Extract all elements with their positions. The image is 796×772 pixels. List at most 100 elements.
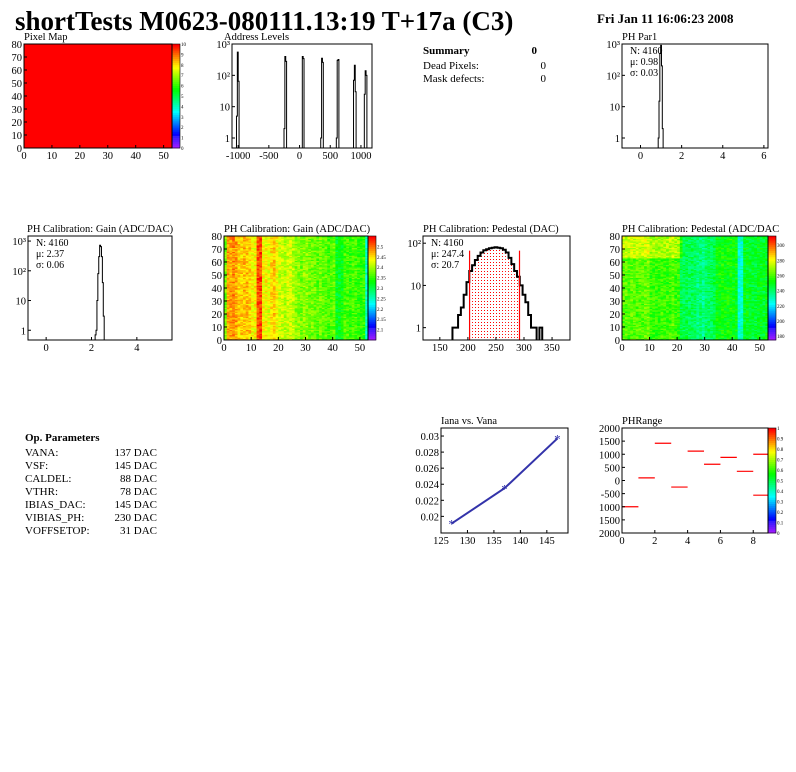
heatmap-cell [310,293,314,295]
heatmap-cell [365,255,369,258]
heatmap-cell [630,256,634,259]
heatmap-cell [335,273,339,276]
heatmap-cell [327,237,331,239]
heatmap-cell [229,254,233,256]
heatmap-cell [354,312,358,315]
heatmap-cell [302,302,306,304]
heatmap-cell [630,289,634,291]
heatmap-cell [340,269,344,272]
heatmap-cell [256,268,260,271]
heatmap-cell [335,321,339,324]
heatmap-cell [240,289,244,291]
heatmap-cell [329,327,333,329]
x-tick-label: 10 [47,151,58,162]
heatmap-cell [357,315,361,317]
heatmap-cell [627,334,631,337]
heatmap-cell [630,334,634,337]
heatmap-cell [308,241,312,243]
heatmap-cell [267,304,271,307]
heatmap-cell [313,277,317,280]
heatmap-cell [332,321,336,324]
heatmap-cell [297,336,301,338]
heatmap-cell [316,291,320,294]
heatmap-cell [289,289,293,291]
heatmap-cell [224,258,228,260]
heatmap-cell [289,294,293,297]
heatmap-cell [286,238,290,241]
heatmap-cell [359,303,363,306]
heatmap-cell [633,291,637,294]
heatmap-cell [362,242,366,245]
x-tick-label: 200 [460,343,476,354]
heatmap-cell [332,312,336,315]
color-scale-step [368,329,376,333]
heatmap-cell [262,319,266,321]
heatmap-cell [319,332,323,334]
heatmap-cell [319,243,323,246]
heatmap-cell [357,262,361,264]
heatmap-cell [313,330,317,333]
heatmap-cell [348,272,352,274]
heatmap-cell [264,241,268,243]
heatmap-cell [234,262,238,264]
heatmap-cell [232,238,236,241]
heatmap-cell [627,297,631,299]
heatmap-cell [267,332,271,334]
heatmap-cell [332,249,336,251]
heatmap-cell [627,239,631,242]
heatmap-cell [308,285,312,287]
heatmap-cell [291,268,295,271]
heatmap-cell [319,282,323,285]
heatmap-cell [624,312,628,315]
heatmap-cell [329,333,333,336]
heatmap-cell [305,275,309,277]
heatmap-cell [327,306,331,308]
heatmap-cell [324,308,328,311]
heatmap-cell [321,311,325,313]
heatmap-cell [365,306,369,308]
heatmap-cell [226,281,230,284]
color-scale-step [368,236,376,239]
heatmap-cell [343,267,347,269]
heatmap-cell [359,268,363,271]
heatmap-cell [283,269,287,272]
heatmap-cell [365,239,369,242]
heatmap-cell [291,325,295,328]
heatmap-cell [622,310,626,312]
heatmap-cell [302,260,306,263]
heatmap-cell [259,294,263,297]
heatmap-cell [627,307,631,310]
heatmap-cell [270,252,274,255]
heatmap-cell [262,243,266,246]
heatmap-cell [264,308,268,311]
heatmap-cell [351,284,355,286]
heatmap-cell [256,293,260,295]
heatmap-cell [281,246,285,248]
heatmap-cell [633,332,637,334]
heatmap-cell [300,276,304,278]
heatmap-cell [622,334,626,337]
heatmap-cell [365,337,369,339]
heatmap-cell [294,289,298,291]
heatmap-cell [627,293,631,295]
heatmap-cell [351,298,355,300]
heatmap-cell [319,312,323,315]
heatmap-cell [359,280,363,282]
heatmap-cell [289,324,293,326]
heatmap-cell [259,285,263,287]
heatmap-cell [226,289,230,291]
heatmap-cell [365,325,369,328]
heatmap-cell [267,269,271,272]
heatmap-cell [346,281,350,284]
heatmap-cell [251,337,255,339]
heatmap-cell [335,308,339,311]
heatmap-cell [365,295,369,298]
heatmap-cell [267,254,271,256]
heatmap-cell [327,295,331,298]
heatmap-cell [226,269,230,272]
heatmap-cell [346,252,350,255]
heatmap-cell [624,276,628,278]
histogram-bin [519,285,523,340]
heatmap-cell [267,271,271,273]
heatmap-cell [232,273,236,276]
